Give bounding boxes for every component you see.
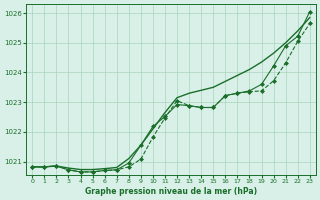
X-axis label: Graphe pression niveau de la mer (hPa): Graphe pression niveau de la mer (hPa) [85, 187, 257, 196]
